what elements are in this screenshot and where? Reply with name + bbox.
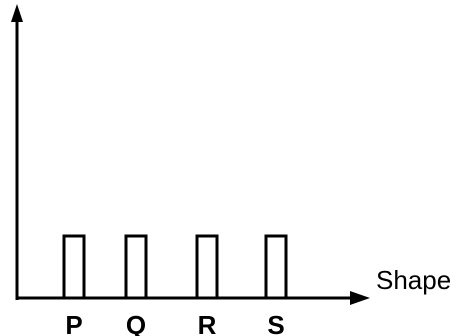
category-label-s: S (267, 310, 284, 336)
bar-r (195, 234, 219, 300)
bars-group (62, 234, 288, 300)
category-label-r: R (198, 310, 217, 336)
x-axis-arrow-icon (350, 291, 370, 305)
bar-p (62, 234, 86, 300)
x-axis-label: Shape (376, 265, 451, 295)
category-label-p: P (65, 310, 82, 336)
y-axis-arrow-icon (11, 4, 23, 22)
category-labels-group: P Q R S (65, 310, 284, 336)
bar-s (264, 234, 288, 300)
category-label-q: Q (126, 310, 146, 336)
bar-q (124, 234, 148, 300)
